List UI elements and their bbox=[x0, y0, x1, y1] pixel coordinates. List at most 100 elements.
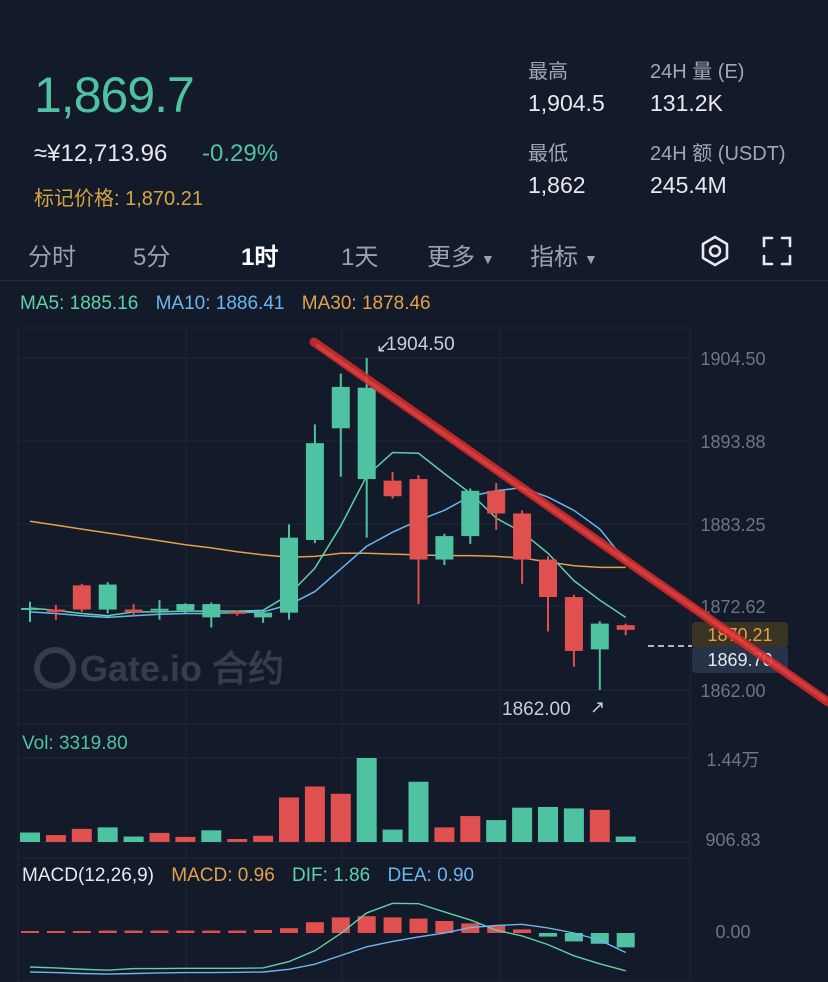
tab-more-label: 更多 bbox=[427, 244, 475, 271]
volume-bar bbox=[538, 806, 558, 842]
macd-hist-bar bbox=[46, 931, 65, 933]
volume-bar bbox=[434, 827, 455, 842]
candle bbox=[590, 621, 609, 690]
macd-hist-bar bbox=[254, 930, 273, 933]
drawn-trendline bbox=[309, 337, 828, 707]
volume-bar bbox=[45, 835, 66, 842]
low-annotation: 1862.00 bbox=[502, 699, 571, 720]
candle bbox=[383, 472, 402, 499]
dif-value: DIF: 1.86 bbox=[292, 865, 371, 886]
volume-bar bbox=[20, 832, 40, 842]
macd-hist-bar bbox=[513, 929, 532, 933]
candle bbox=[202, 602, 221, 628]
amt24-value: 245.4M bbox=[650, 172, 727, 198]
candle bbox=[124, 604, 143, 616]
macd-hist-bar bbox=[616, 933, 635, 948]
tab-indicators-label: 指标 bbox=[530, 244, 578, 271]
macd-hist-bar bbox=[72, 931, 91, 933]
volume-bar bbox=[71, 828, 92, 842]
price-tick-5: 1862.00 bbox=[700, 681, 765, 701]
tab-timeline[interactable]: 分时 bbox=[28, 244, 76, 271]
cny-price: ≈¥12,713.96 bbox=[34, 140, 168, 167]
macd-hist-bar bbox=[228, 930, 247, 933]
dea-line bbox=[29, 923, 627, 975]
candle-body bbox=[539, 559, 557, 598]
candle-body bbox=[46, 609, 65, 612]
macd-legend: MACD(12,26,9) MACD: 0.96 DIF: 1.86 DEA: … bbox=[22, 865, 486, 887]
candle-body bbox=[150, 608, 169, 611]
macd-hist-bar bbox=[435, 921, 454, 933]
volume-bar bbox=[253, 835, 274, 842]
macd-layer bbox=[21, 902, 635, 975]
candle bbox=[280, 524, 298, 620]
macd-hist-bar bbox=[176, 930, 195, 933]
macd-hist-bar bbox=[202, 930, 221, 933]
candle-body bbox=[513, 513, 532, 560]
candle-body bbox=[228, 611, 247, 614]
price-tick-4: 1872.62 bbox=[700, 597, 765, 617]
candle bbox=[513, 510, 532, 584]
candle bbox=[150, 600, 169, 620]
price-tick-3: 1883.25 bbox=[700, 515, 765, 535]
macd-hist-bar bbox=[150, 930, 169, 933]
volume-bar bbox=[563, 808, 584, 842]
volume-bar bbox=[279, 797, 299, 842]
watermark-text: Gate.io 合约 bbox=[80, 648, 284, 689]
tab-1d[interactable]: 1天 bbox=[341, 244, 379, 271]
dea-value: DEA: 0.90 bbox=[387, 865, 475, 886]
vol24-label: 24H 量 (E) bbox=[650, 61, 745, 83]
candle bbox=[98, 582, 117, 614]
candle bbox=[254, 609, 273, 623]
ma-lines bbox=[29, 451, 627, 619]
tab-more[interactable]: 更多 ▼ bbox=[427, 237, 495, 272]
volume-bar bbox=[460, 816, 481, 842]
high-value: 1,904.5 bbox=[528, 90, 605, 116]
price-tick-2: 1893.88 bbox=[700, 432, 765, 452]
high-label: 最高 bbox=[528, 61, 568, 83]
candle-body bbox=[21, 607, 39, 610]
candle bbox=[616, 623, 635, 636]
candle-body bbox=[383, 480, 402, 497]
ma30-legend: MA30: 1878.46 bbox=[301, 293, 431, 314]
candle bbox=[539, 556, 557, 632]
candle bbox=[305, 424, 324, 544]
chevron-down-icon: ▼ bbox=[481, 250, 495, 267]
macd-hist-bar bbox=[383, 917, 402, 933]
volume-bar bbox=[408, 781, 429, 842]
candle-body bbox=[72, 585, 91, 610]
amt24-label: 24H 额 (USDT) bbox=[650, 143, 786, 165]
change-percent: -0.29% bbox=[202, 140, 279, 167]
volume-bar bbox=[486, 820, 507, 842]
settings-icon[interactable] bbox=[698, 234, 732, 268]
candle-body bbox=[461, 490, 480, 537]
candle-body bbox=[202, 604, 221, 618]
mark-price: 标记价格: 1,870.21 bbox=[34, 188, 203, 210]
ma10-legend: MA10: 1886.41 bbox=[155, 293, 285, 314]
fullscreen-icon[interactable] bbox=[760, 234, 794, 268]
candle bbox=[46, 604, 65, 620]
candle-body bbox=[280, 537, 298, 613]
low-label: 最低 bbox=[528, 143, 568, 165]
candle-body bbox=[564, 597, 583, 651]
tab-1h[interactable]: 1时 bbox=[241, 244, 279, 271]
volume-bar bbox=[330, 793, 351, 842]
macd-hist-bar bbox=[357, 916, 376, 933]
tabs-divider bbox=[0, 280, 828, 281]
last-price: 1,869.7 bbox=[34, 67, 195, 123]
volume-bar bbox=[201, 830, 222, 842]
ma-legend: MA5: 1885.16 MA10: 1886.41 MA30: 1878.46 bbox=[20, 293, 443, 315]
macd-hist-bar bbox=[124, 930, 143, 933]
macd-hist-bar bbox=[590, 933, 609, 944]
volume-label: Vol: 3319.80 bbox=[22, 733, 128, 754]
macd-hist-bar bbox=[21, 931, 39, 933]
vol-tick-2: 906.83 bbox=[705, 830, 760, 850]
candle-body bbox=[331, 386, 350, 429]
tab-5m[interactable]: 5分 bbox=[133, 244, 171, 271]
high-arrow-icon: ↙ bbox=[376, 336, 391, 356]
macd-title: MACD(12,26,9) bbox=[22, 865, 154, 886]
tab-indicators[interactable]: 指标 ▼ bbox=[530, 237, 598, 272]
high-annotation: 1904.50 bbox=[386, 334, 455, 355]
volume-bar bbox=[227, 839, 248, 842]
volume-bar bbox=[589, 809, 610, 842]
